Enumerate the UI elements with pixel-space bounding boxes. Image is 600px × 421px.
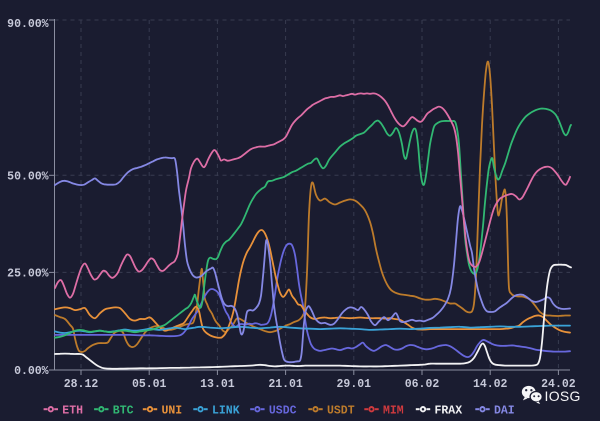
svg-text:14.02: 14.02 [473, 378, 508, 391]
svg-text:13.01: 13.01 [200, 378, 235, 391]
svg-text:90.00%: 90.00% [7, 18, 49, 31]
svg-text:USDC: USDC [269, 404, 297, 417]
svg-text:USDT: USDT [327, 404, 355, 417]
svg-text:DAI: DAI [494, 404, 515, 417]
svg-text:MIM: MIM [383, 404, 404, 417]
svg-text:29.01: 29.01 [337, 378, 372, 391]
svg-text:05.01: 05.01 [132, 378, 167, 391]
svg-text:BTC: BTC [113, 404, 134, 417]
svg-text:24.02: 24.02 [541, 378, 576, 391]
svg-text:LINK: LINK [212, 404, 240, 417]
svg-text:IOSG: IOSG [545, 388, 581, 404]
svg-text:25.00%: 25.00% [7, 267, 49, 280]
svg-text:ETH: ETH [62, 404, 83, 417]
svg-text:0.00%: 0.00% [14, 365, 49, 378]
svg-text:50.00%: 50.00% [7, 170, 49, 183]
svg-text:FRAX: FRAX [435, 404, 463, 417]
svg-text:UNI: UNI [162, 404, 183, 417]
svg-text:21.01: 21.01 [268, 378, 303, 391]
svg-text:28.12: 28.12 [64, 378, 99, 391]
svg-text:06.02: 06.02 [405, 378, 440, 391]
